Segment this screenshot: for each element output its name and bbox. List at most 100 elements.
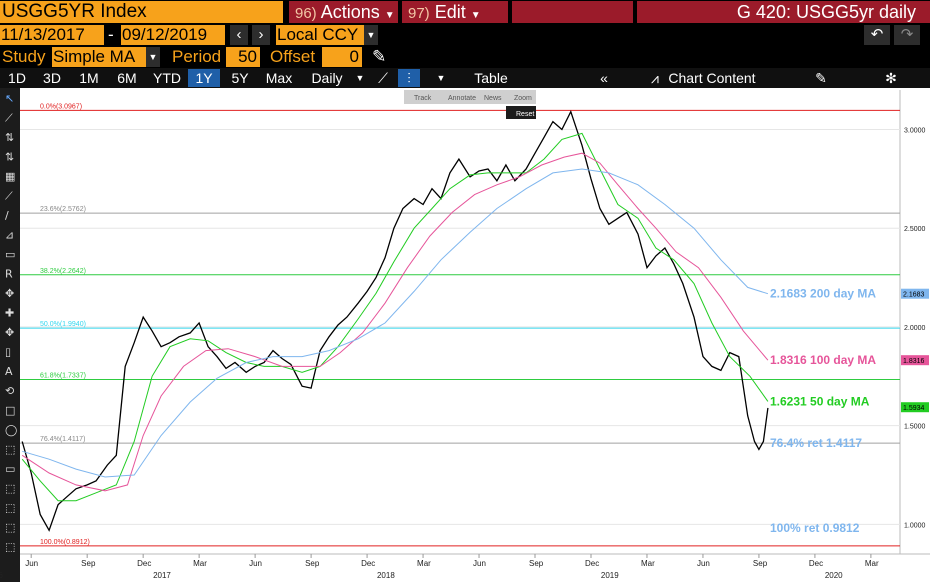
drawing-tool-icon[interactable]: ⊿ xyxy=(5,229,14,242)
price-tag xyxy=(901,288,929,299)
prev-range-button[interactable]: ‹ xyxy=(230,25,248,45)
actions-menu[interactable]: 96) Actions ▼ xyxy=(289,1,398,23)
x-year-label: 2019 xyxy=(601,571,619,580)
edit-chart-icon[interactable]: ✎ xyxy=(815,70,827,86)
edit-label: Edit xyxy=(434,2,466,22)
drawing-tool-icon[interactable]: □ xyxy=(5,404,15,417)
x-month-label: Jun xyxy=(697,559,710,568)
drawing-tool-icon[interactable]: ↖ xyxy=(5,92,14,105)
y-tick-label: 3.0000 xyxy=(904,127,926,134)
drawing-toolbar[interactable] xyxy=(0,88,20,582)
period-5y[interactable]: 5Y xyxy=(231,70,249,86)
study-select[interactable]: Simple MA xyxy=(52,47,146,67)
currency-select[interactable]: Local CCY xyxy=(276,25,364,45)
drawing-tool-icon[interactable]: ⬚ xyxy=(5,541,15,554)
interval-select[interactable]: Daily xyxy=(300,69,354,87)
drawing-tool-icon[interactable]: ⬚ xyxy=(5,502,15,515)
drawing-tool-icon[interactable]: ▭ xyxy=(5,248,15,261)
drawing-tool-icon[interactable]: ▭ xyxy=(5,463,15,476)
drawing-tool-icon[interactable]: ⇅ xyxy=(5,151,14,164)
bar-chart-icon[interactable]: ⫶ xyxy=(398,69,420,87)
drawing-tool-icon[interactable]: ◯ xyxy=(5,424,17,437)
x-year-label: 2017 xyxy=(153,571,171,580)
period-6m[interactable]: 6M xyxy=(117,70,137,86)
study-bar: Study Simple MA ▼ Period 50 Offset 0 ✎ xyxy=(0,46,930,68)
offset-input[interactable]: 0 xyxy=(322,47,362,67)
drawing-tool-icon[interactable]: R xyxy=(5,268,13,281)
interval-label: Daily xyxy=(311,70,343,86)
title-bar: USGG5YR Index 96) Actions ▼ 97) Edit ▼ G… xyxy=(0,0,930,24)
annotation-label: 1.8316 100 day MA xyxy=(770,353,876,367)
mini-tool-track[interactable]: Track xyxy=(414,95,432,102)
y-axis: 1.0000 1.5000 2.0000 2.5000 3.0000 2.1683 1.83… xyxy=(901,127,929,529)
chevron-down-icon: ▼ xyxy=(384,10,395,21)
x-month-label: Dec xyxy=(809,559,823,568)
drawing-tool-icon[interactable]: ⟋ xyxy=(5,112,13,125)
y-axis-panel xyxy=(900,88,930,582)
drawing-tool-icon[interactable]: / xyxy=(5,209,9,222)
pencil-icon[interactable]: ✎ xyxy=(372,47,387,66)
fib-level-label: 76.4%(1.4117) xyxy=(40,436,85,443)
chevron-down-icon[interactable]: ▼ xyxy=(364,25,378,45)
mini-tool-news[interactable]: News xyxy=(484,95,502,102)
chart-content-icon[interactable]: ⩘ xyxy=(651,70,659,86)
window-title: G 420: USGG5yr daily xyxy=(637,1,930,23)
ticker-field[interactable]: USGG5YR Index xyxy=(0,1,283,23)
chevron-down-icon[interactable]: ▼ xyxy=(146,47,160,67)
x-month-label: Jun xyxy=(473,559,486,568)
x-month-label: Mar xyxy=(865,559,879,568)
mini-tool-annotate[interactable]: Annotate xyxy=(448,95,476,102)
price-tag-label: 1.8316 xyxy=(903,358,925,365)
gear-icon[interactable]: ✻ xyxy=(885,70,897,86)
drawing-tool-icon[interactable]: ⬚ xyxy=(5,521,15,534)
period-max[interactable]: Max xyxy=(265,70,293,86)
end-date-input[interactable]: 09/12/2019 xyxy=(121,25,225,45)
range-separator: - xyxy=(108,25,114,44)
x-month-label: Dec xyxy=(361,559,375,568)
drawing-tool-icon[interactable]: ✥ xyxy=(5,287,14,300)
undo-icon[interactable]: ↶ xyxy=(864,25,890,45)
period-1d[interactable]: 1D xyxy=(8,70,26,86)
x-axis: Jun Sep Dec Mar Jun Sep Dec Mar Jun Sep Dec Mar Jun S… xyxy=(0,554,879,580)
fib-level-label: 100.0%(0.8912) xyxy=(40,539,90,546)
y-tick-label: 2.5000 xyxy=(904,226,926,233)
edit-menu[interactable]: 97) Edit ▼ xyxy=(402,1,508,23)
x-month-label: Jun xyxy=(25,559,38,568)
x-month-label: Sep xyxy=(305,559,320,568)
period-ytd[interactable]: YTD xyxy=(153,70,181,86)
mini-tool-zoom[interactable]: Zoom xyxy=(514,95,532,102)
drawing-tools[interactable]: ↖ ⟋ ⇅ ⇅ ▦ ⟋ / ⊿ ▭ R ✥ ✚ ✥ ▯ A ⟲ □ ◯ ⬚ ▭ ⬚ ⬚ ⬚ ⬚ xyxy=(5,92,17,554)
drawing-tool-icon[interactable]: ⟲ xyxy=(5,385,14,398)
chart-content-button[interactable]: Chart Content xyxy=(668,70,756,86)
period-1m[interactable]: 1M xyxy=(79,70,99,86)
line-chart-icon[interactable]: ⟋ xyxy=(378,70,388,86)
period-1y[interactable]: 1Y xyxy=(188,69,220,87)
chart-area[interactable]: ↖ ⟋ ⇅ ⇅ ▦ ⟋ / ⊿ ▭ R ✥ ✚ ✥ ▯ A ⟲ □ ◯ ⬚ ▭ ⬚ ⬚ ⬚ ⬚ 0.0%(3.0967) 23.… xyxy=(0,88,930,582)
mini-toolbar[interactable]: Track Annotate News Zoom Reset xyxy=(404,90,536,119)
drawing-tool-icon[interactable]: ▦ xyxy=(5,170,15,183)
annotations: 2.1683 200 day MA 1.8316 100 day MA 1.6231… xyxy=(770,287,876,535)
drawing-tool-icon[interactable]: ⬚ xyxy=(5,443,15,456)
collapse-icon[interactable]: « xyxy=(600,70,608,86)
price-tag xyxy=(901,355,929,366)
next-range-button[interactable]: › xyxy=(252,25,270,45)
drawing-tool-icon[interactable]: ▯ xyxy=(5,346,11,359)
drawing-tool-icon[interactable]: ⟋ xyxy=(5,190,13,203)
chevron-down-icon: ▼ xyxy=(470,10,481,21)
fibonacci-levels: 0.0%(3.0967) 23.6%(2.5762) 38.2%(2.2642) 50… xyxy=(20,103,900,547)
drawing-tool-icon[interactable]: ⬚ xyxy=(5,482,15,495)
chevron-down-icon[interactable]: ▼ xyxy=(436,73,446,83)
series-line-50-day-ma xyxy=(21,132,769,502)
drawing-tool-icon[interactable]: ⇅ xyxy=(5,131,14,144)
blank-menu xyxy=(512,1,633,23)
drawing-tool-icon[interactable]: A xyxy=(5,365,13,378)
table-button[interactable]: Table xyxy=(474,70,508,86)
reset-button[interactable] xyxy=(506,106,536,119)
drawing-tool-icon[interactable]: ✚ xyxy=(5,307,14,320)
start-date-input[interactable]: 11/13/2017 xyxy=(0,25,104,45)
chevron-down-icon[interactable]: ▼ xyxy=(355,73,365,83)
period-3d[interactable]: 3D xyxy=(43,70,61,86)
redo-icon[interactable]: ↷ xyxy=(894,25,920,45)
drawing-tool-icon[interactable]: ✥ xyxy=(5,326,14,339)
period-input[interactable]: 50 xyxy=(226,47,260,67)
